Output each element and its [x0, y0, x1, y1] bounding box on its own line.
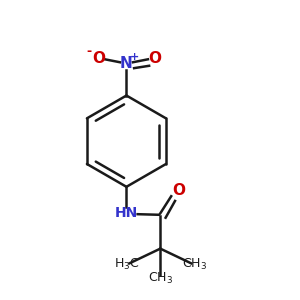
Text: H$_3$C: H$_3$C	[114, 257, 139, 272]
Text: O: O	[148, 51, 161, 66]
Text: HN: HN	[115, 206, 138, 220]
Text: N: N	[120, 56, 133, 70]
Text: O: O	[172, 183, 185, 198]
Text: +: +	[130, 52, 139, 62]
Text: CH$_3$: CH$_3$	[148, 271, 173, 286]
Text: CH$_3$: CH$_3$	[182, 257, 207, 272]
Text: -: -	[86, 45, 92, 58]
Text: O: O	[92, 51, 105, 66]
